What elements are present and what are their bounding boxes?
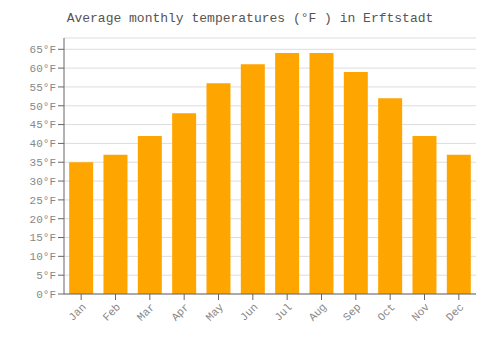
svg-text:5°F: 5°F (36, 270, 56, 282)
svg-text:65°F: 65°F (30, 44, 56, 56)
svg-text:Oct: Oct (375, 301, 397, 323)
svg-text:50°F: 50°F (30, 101, 56, 113)
svg-text:Jan: Jan (66, 301, 88, 323)
svg-text:15°F: 15°F (30, 232, 56, 244)
svg-text:Apr: Apr (169, 301, 191, 323)
svg-text:May: May (204, 301, 227, 324)
html-text:Average monthly temperatures (: Average monthly temperatures (°F ) in Er… (66, 11, 434, 26)
svg-text:Jun: Jun (238, 301, 260, 323)
svg-text:Aug: Aug (307, 301, 329, 323)
svg-text:35°F: 35°F (30, 157, 56, 169)
svg-text:55°F: 55°F (30, 82, 56, 94)
svg-text:40°F: 40°F (30, 138, 56, 150)
svg-text:Sep: Sep (341, 301, 363, 323)
svg-text:Mar: Mar (135, 301, 157, 323)
svg-text:Feb: Feb (101, 301, 123, 323)
svg-text:Dec: Dec (444, 301, 466, 323)
svg-text:Nov: Nov (410, 301, 433, 324)
svg-text:10°F: 10°F (30, 251, 56, 263)
svg-text:25°F: 25°F (30, 195, 56, 207)
svg-text:20°F: 20°F (30, 214, 56, 226)
svg-text:Jul: Jul (272, 301, 294, 323)
svg-text:60°F: 60°F (30, 63, 56, 75)
svg-text:45°F: 45°F (30, 119, 56, 131)
svg-text:30°F: 30°F (30, 176, 56, 188)
svg-text:0°F: 0°F (36, 289, 56, 301)
